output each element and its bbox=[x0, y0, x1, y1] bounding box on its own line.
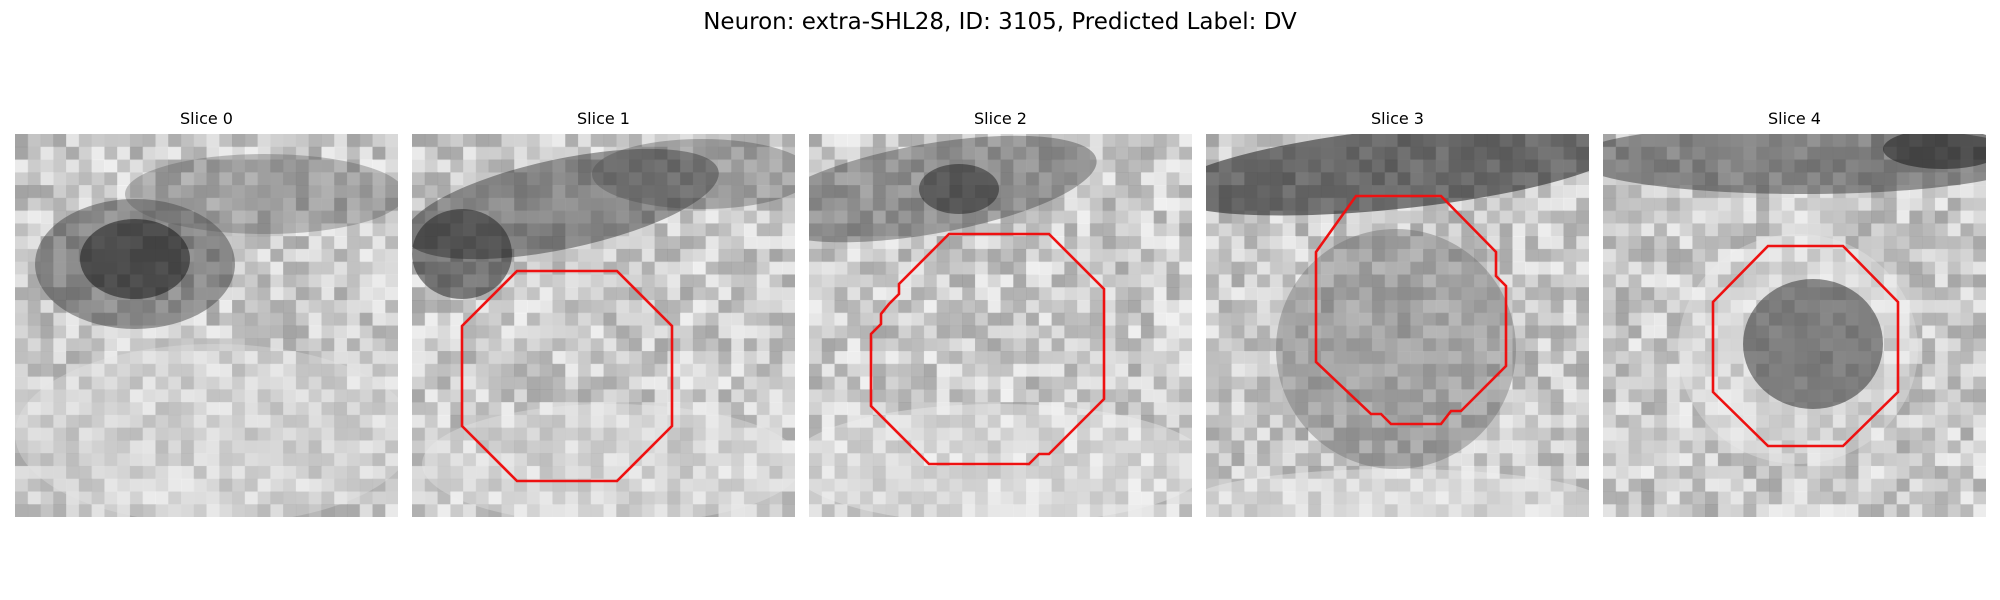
slice-image bbox=[15, 134, 398, 517]
slice-panel-2: Slice 2 bbox=[809, 108, 1192, 517]
figure-title: Neuron: extra-SHL28, ID: 3105, Predicted… bbox=[703, 9, 1297, 35]
slice-panel-3: Slice 3 bbox=[1206, 108, 1589, 517]
roi-outline bbox=[869, 232, 1106, 466]
roi-outline bbox=[1711, 244, 1900, 448]
slice-panel-0: Slice 0 bbox=[15, 108, 398, 517]
slice-panel-1: Slice 1 bbox=[412, 108, 795, 517]
roi-outline bbox=[1314, 194, 1508, 426]
slice-image bbox=[809, 134, 1192, 517]
slice-image bbox=[1603, 134, 1986, 517]
slice-title: Slice 1 bbox=[577, 109, 630, 128]
slice-title: Slice 4 bbox=[1768, 109, 1821, 128]
slice-title: Slice 0 bbox=[180, 109, 233, 128]
slice-image bbox=[412, 134, 795, 517]
slice-title: Slice 2 bbox=[974, 109, 1027, 128]
slice-title: Slice 3 bbox=[1371, 109, 1424, 128]
roi-outline bbox=[460, 269, 674, 483]
slice-image bbox=[1206, 134, 1589, 517]
slice-panel-4: Slice 4 bbox=[1603, 108, 1986, 517]
